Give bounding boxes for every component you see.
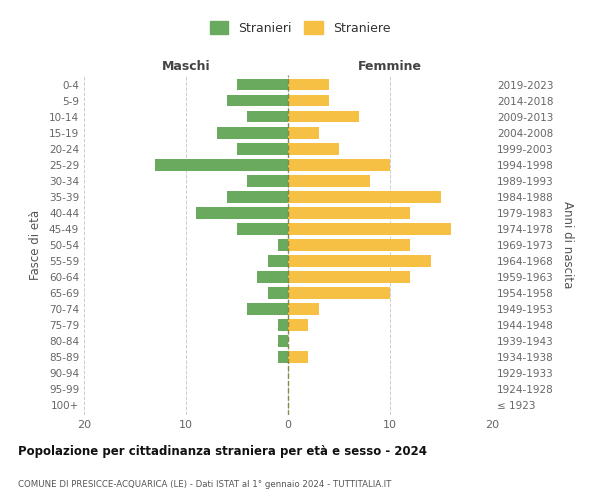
Text: COMUNE DI PRESICCE-ACQUARICA (LE) - Dati ISTAT al 1° gennaio 2024 - TUTTITALIA.I: COMUNE DI PRESICCE-ACQUARICA (LE) - Dati…	[18, 480, 391, 489]
Text: Popolazione per cittadinanza straniera per età e sesso - 2024: Popolazione per cittadinanza straniera p…	[18, 444, 427, 458]
Bar	[268, 256, 288, 267]
Bar	[237, 79, 288, 90]
Bar	[288, 111, 359, 122]
Bar	[247, 175, 288, 186]
Y-axis label: Fasce di età: Fasce di età	[29, 210, 42, 280]
Bar	[237, 223, 288, 234]
Legend: Stranieri, Straniere: Stranieri, Straniere	[205, 16, 395, 40]
Bar	[288, 159, 390, 170]
Bar	[268, 288, 288, 299]
Bar	[227, 191, 288, 202]
Bar	[288, 352, 308, 363]
Bar	[288, 207, 410, 218]
Bar	[288, 239, 410, 251]
Bar	[288, 272, 410, 283]
Bar	[227, 95, 288, 106]
Bar	[288, 288, 390, 299]
Bar	[288, 95, 329, 106]
Y-axis label: Anni di nascita: Anni di nascita	[562, 202, 574, 288]
Bar	[288, 304, 319, 315]
Bar	[278, 320, 288, 331]
Bar	[288, 320, 308, 331]
Bar	[288, 223, 451, 234]
Bar	[288, 127, 319, 138]
Bar	[278, 352, 288, 363]
Bar	[247, 111, 288, 122]
Bar	[288, 191, 441, 202]
Bar	[288, 256, 431, 267]
Bar	[217, 127, 288, 138]
Bar	[155, 159, 288, 170]
Text: Femmine: Femmine	[358, 60, 422, 74]
Bar	[278, 239, 288, 251]
Bar	[288, 175, 370, 186]
Bar	[288, 143, 339, 154]
Bar	[237, 143, 288, 154]
Bar	[257, 272, 288, 283]
Bar	[196, 207, 288, 218]
Text: Maschi: Maschi	[161, 60, 211, 74]
Bar	[247, 304, 288, 315]
Bar	[278, 336, 288, 347]
Bar	[288, 79, 329, 90]
